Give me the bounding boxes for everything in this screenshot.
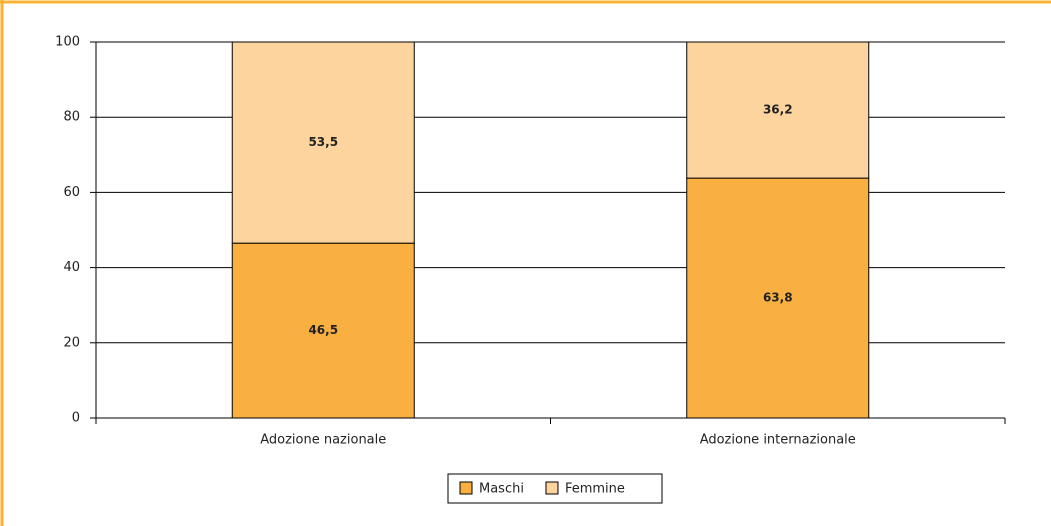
y-tick-label: 80 (63, 110, 80, 125)
legend-swatch (545, 481, 559, 495)
data-label: 46,5 (308, 323, 338, 337)
bar-segment (231, 242, 415, 419)
y-tick-label: 100 (55, 35, 80, 50)
x-tick-label: Adozione internazionale (700, 433, 856, 448)
bar-segment (231, 41, 415, 244)
y-tick-label: 40 (63, 260, 80, 275)
data-label: 53,5 (308, 135, 338, 149)
data-label: 63,8 (763, 291, 793, 305)
data-label: 36,2 (763, 103, 793, 117)
y-tick-label: 20 (63, 335, 80, 350)
bar-segment (686, 41, 870, 179)
y-tick-label: 0 (72, 411, 80, 426)
y-tick-label: 60 (63, 185, 80, 200)
legend-swatch (459, 481, 473, 495)
legend-label: Maschi (479, 482, 524, 497)
bar-segment (686, 177, 870, 419)
legend-label: Femmine (565, 482, 625, 497)
x-tick-label: Adozione nazionale (260, 433, 386, 448)
